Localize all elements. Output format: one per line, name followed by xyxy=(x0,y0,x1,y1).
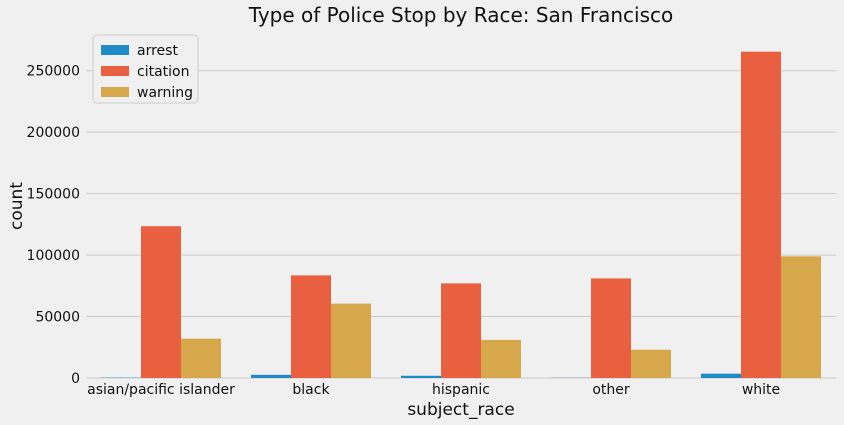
x-tick-label: white xyxy=(742,382,780,398)
legend-swatch-arrest xyxy=(101,45,129,55)
x-tick-label: asian/pacific islander xyxy=(87,382,235,398)
x-axis-label: subject_race xyxy=(407,400,514,420)
y-tick-label: 100000 xyxy=(27,248,80,264)
y-tick-label: 200000 xyxy=(27,125,80,141)
bar-arrest xyxy=(701,373,741,378)
x-tick-label: other xyxy=(592,382,630,398)
y-axis-label: count xyxy=(7,182,27,230)
legend-label-warning: warning xyxy=(137,85,193,101)
bar-warning xyxy=(181,338,221,378)
bar-citation xyxy=(441,283,481,378)
bar-arrest xyxy=(401,375,441,378)
bar-warning xyxy=(331,303,371,378)
bar-citation xyxy=(291,275,331,378)
y-tick-label: 0 xyxy=(71,371,80,387)
y-tick-label: 50000 xyxy=(35,310,80,326)
bar-warning xyxy=(481,339,521,378)
bar-citation xyxy=(141,226,181,378)
legend-swatch-warning xyxy=(101,87,129,97)
y-tick-label: 150000 xyxy=(27,187,80,203)
bar-arrest xyxy=(251,374,291,378)
legend-swatch-citation xyxy=(101,66,129,76)
legend-label-arrest: arrest xyxy=(137,43,178,59)
bar-warning xyxy=(631,349,671,378)
x-tick-label: black xyxy=(292,382,330,398)
bar-citation xyxy=(741,51,781,379)
legend-label-citation: citation xyxy=(137,64,189,80)
x-tick-labels: asian/pacific islander black hispanic other… xyxy=(87,382,780,398)
chart-title: Type of Police Stop by Race: San Francis… xyxy=(248,3,674,27)
bar-warning xyxy=(781,256,821,378)
legend: arrest citation warning xyxy=(92,34,199,104)
x-tick-label: hispanic xyxy=(432,382,490,398)
y-tick-label: 250000 xyxy=(27,64,80,80)
bar-citation xyxy=(591,278,631,378)
y-tick-labels: 0 50000 100000 150000 200000 250000 xyxy=(27,64,80,387)
bars xyxy=(101,51,821,379)
